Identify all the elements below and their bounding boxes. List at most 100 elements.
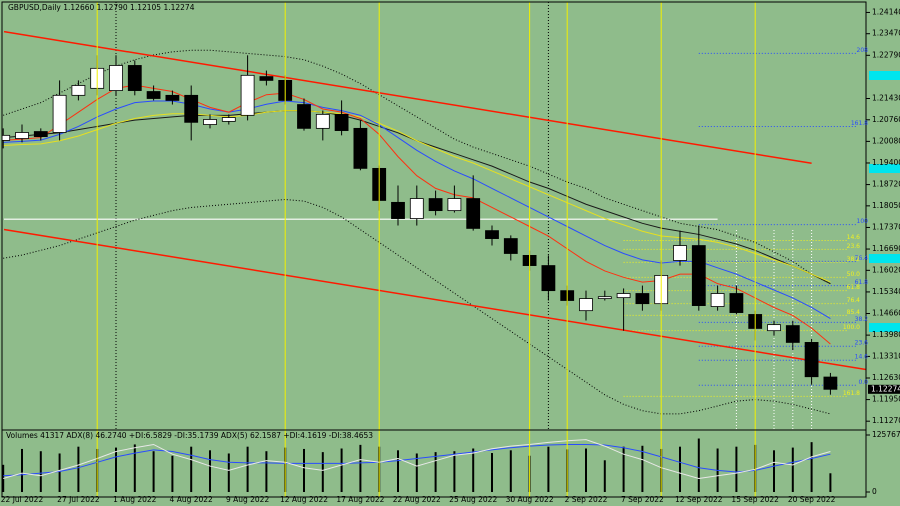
candle-body [52,94,67,133]
y-tick-label: 1.21430 [872,94,900,103]
y-tick-label: 1.13310 [872,351,900,360]
y-tick-label: 1.11950 [872,395,900,404]
x-tick-label: 2 Sep 2022 [565,495,608,504]
adx-line [3,443,831,477]
candle-body [259,76,274,81]
candle-body [109,65,123,91]
candle-body [804,342,819,378]
level-marker [869,254,900,263]
x-tick-label: 1 Aug 2022 [113,495,156,504]
x-tick-label: 9 Aug 2022 [226,495,269,504]
fib-label: 23.6 [855,340,869,347]
x-tick-label: 7 Sep 2022 [621,495,664,504]
y-tick-label: 1.20080 [872,136,900,145]
candle-body [146,91,161,99]
x-tick-label: 17 Aug 2022 [336,495,384,504]
chart-title: GBPUSD,Daily 1.12660 1.12790 1.12105 1.1… [8,3,195,12]
adx-line [3,439,831,480]
candle-body [823,376,838,390]
candle-body [165,94,180,101]
fib-label: 14.6 [855,354,869,361]
y-tick-label: 1.15340 [872,287,900,296]
candle-body [334,113,349,131]
candle-body [353,127,368,169]
x-tick-label: 15 Sep 2022 [731,495,779,504]
candle-body [447,198,462,212]
y-tick-label: 1.24140 [872,7,900,16]
candle-body [541,265,556,292]
fib-label: 38.2 [855,316,869,323]
y-tick-label: 1.19400 [872,158,900,167]
moving-average [3,110,831,283]
trendline [3,228,866,371]
fib-label: 61.8 [855,279,869,286]
y-tick-label: 1.13980 [872,330,900,339]
fib-label: 161.8 [843,390,860,397]
band-line [3,49,831,285]
candle-body [240,74,255,116]
candle-body [127,65,142,91]
x-tick-label: 12 Aug 2022 [280,495,328,504]
candle-body [767,324,781,332]
x-tick-label: 22 Aug 2022 [393,495,441,504]
x-tick-label: 27 Jul 2022 [57,495,100,504]
candle-body [691,245,706,306]
y-tick-label: 1.16020 [872,265,900,274]
y-tick-label: 1.12630 [872,373,900,382]
y-tick-label: 0 [872,487,877,496]
candle-body [673,245,687,261]
candle-body [635,293,650,305]
fib-label: 76.4 [847,297,861,304]
candle-body [15,132,29,139]
x-tick-label: 12 Sep 2022 [675,495,723,504]
y-tick-label: 1.17370 [872,222,900,231]
fib-label: 100 [857,218,869,225]
fib-label: 208 [857,47,869,54]
y-tick-label: 1.16690 [872,244,900,253]
price-tag [868,384,900,394]
x-tick-label: 20 Sep 2022 [788,495,836,504]
candle-body [710,293,725,307]
y-tick-label: 1.14660 [872,309,900,318]
candle-body [203,119,217,125]
price-plot [2,2,866,430]
candle-body [597,296,612,299]
fib-label: 161.8 [851,120,868,127]
candle-body [785,325,800,343]
candle-body [33,131,48,138]
fib-label: 85.4 [847,309,861,316]
fib-label: 100.0 [843,324,860,331]
level-marker [869,71,900,80]
fib-label: 14.6 [847,234,861,241]
fib-label: 23.6 [847,243,861,250]
x-tick-label: 25 Aug 2022 [449,495,497,504]
price-tag-label: 1.12274 [871,384,900,393]
y-tick-label: 1.18720 [872,180,900,189]
level-marker [869,164,900,173]
candle-body [297,104,311,129]
y-tick-label: 1.23470 [872,29,900,38]
candle-body [391,201,405,219]
candle-body [466,198,481,229]
candle-body [315,113,330,129]
candle-body [503,238,518,254]
candle-body [221,117,236,122]
fib-label: 61.8 [847,284,861,291]
candle-body [184,94,199,123]
y-tick-label: 1.11270 [872,416,900,425]
y-tick-label: 1.18050 [872,201,900,210]
level-marker [869,323,900,332]
y-tick-label: 1.20760 [872,115,900,124]
x-tick-label: 22 Jul 2022 [1,495,44,504]
fib-label: 38.2 [847,256,861,263]
candle-body [579,298,593,312]
overlay [96,2,756,497]
candle-body [428,198,443,212]
fib-label: 76.4 [855,255,869,262]
candle-body [616,293,631,299]
trendline [3,30,812,165]
y-tick-label: 125767 [872,430,900,439]
y-tick-label: 1.22790 [872,50,900,59]
indicator-frame [1,429,867,498]
